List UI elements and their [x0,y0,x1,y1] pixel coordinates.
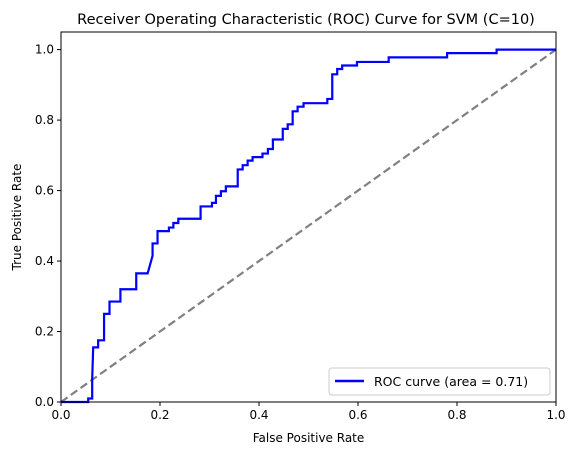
y-axis-ticks: 0.0 0.2 0.4 0.6 0.8 1.0 [35,43,61,409]
x-tick-label: 0.0 [51,408,70,422]
y-tick-label: 0.8 [35,113,54,127]
axes-frame [60,31,557,403]
chance-diagonal-line [60,48,557,403]
chart-title: Receiver Operating Characteristic (ROC) … [77,12,535,28]
legend-box [328,367,551,396]
y-tick-label: 0.6 [35,184,54,198]
y-axis-label: True Positive Rate [10,164,24,272]
roc-curve-line [61,48,556,404]
x-tick-label: 1.0 [546,408,565,422]
y-tick-label: 0.2 [35,325,54,339]
legend: ROC curve (area = 0.71) [328,367,551,396]
plot-area [60,48,557,404]
legend-label: ROC curve (area = 0.71) [374,374,528,389]
x-axis-label: False Positive Rate [253,431,365,445]
x-tick-label: 0.8 [447,408,466,422]
y-tick-label: 0.0 [35,395,54,409]
y-tick-label: 0.4 [35,254,54,268]
x-tick-label: 0.2 [150,408,169,422]
x-tick-label: 0.6 [348,408,367,422]
y-tick-label: 1.0 [35,43,54,57]
x-tick-label: 0.4 [249,408,268,422]
x-axis-ticks: 0.0 0.2 0.4 0.6 0.8 1.0 [51,402,566,422]
